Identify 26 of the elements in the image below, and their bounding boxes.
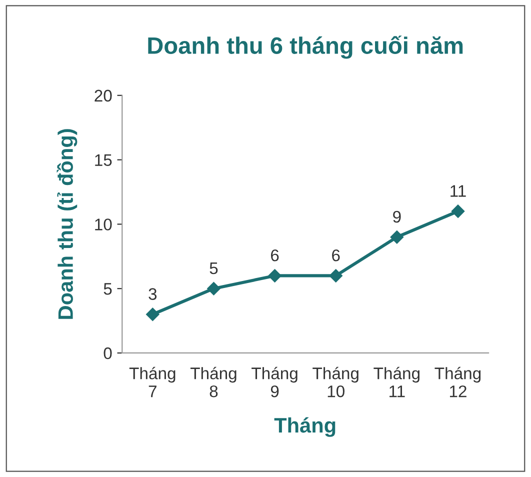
point xyxy=(146,308,160,321)
y-tick-label: 15 xyxy=(95,154,112,166)
x-tick-label: Tháng 8 xyxy=(190,366,236,398)
point xyxy=(207,282,220,296)
data-label: 11 xyxy=(450,185,466,197)
chart-title: Doanh thu 6 tháng cuối năm xyxy=(148,36,463,59)
x-tick-label: Tháng 12 xyxy=(434,366,481,398)
point xyxy=(268,269,282,282)
point xyxy=(390,230,404,244)
data-label: 6 xyxy=(332,250,340,262)
y-tick-label: 10 xyxy=(95,218,112,230)
data-label: 3 xyxy=(148,288,157,300)
x-tick-label: Tháng 11 xyxy=(374,366,420,398)
x-axis-title: Tháng xyxy=(274,417,336,437)
data-label: 9 xyxy=(393,210,401,223)
point xyxy=(451,204,465,218)
y-tick-label: 0 xyxy=(104,347,112,360)
x-tick-label: Tháng 10 xyxy=(312,366,358,398)
data-label: 6 xyxy=(271,250,279,262)
x-tick-label: Tháng 9 xyxy=(252,366,298,398)
y-axis-title: Doanh thu (tỉ đồng) xyxy=(56,129,78,319)
point xyxy=(329,269,342,282)
y-tick-label: 5 xyxy=(104,283,112,295)
y-tick-label: 20 xyxy=(94,90,112,102)
data-label: 5 xyxy=(210,262,218,274)
x-tick-label: Tháng 7 xyxy=(129,366,176,398)
